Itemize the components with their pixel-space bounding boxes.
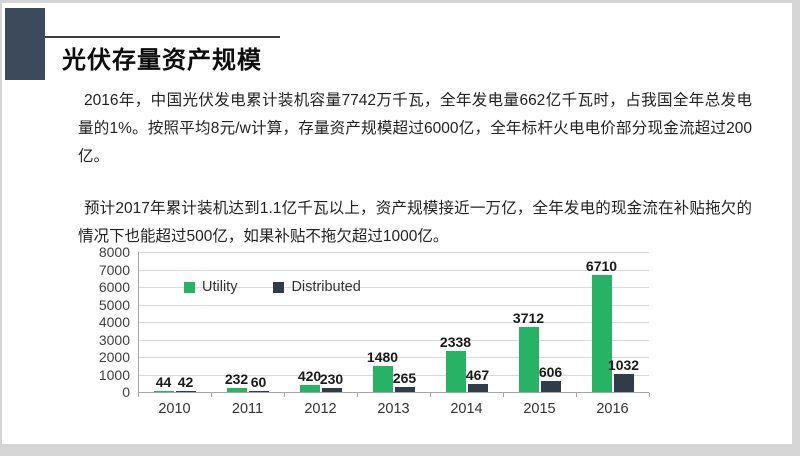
x-axis-tick [430,393,431,397]
y-axis-label: 3000 [98,331,130,348]
y-axis-line [138,252,139,396]
x-axis-tick [576,393,577,397]
slide: 光伏存量资产规模 2016年，中国光伏发电累计装机容量7742万千瓦，全年发电量… [2,3,792,444]
title-accent-block [5,8,45,80]
grid-line [138,339,649,341]
grid-line [138,269,649,271]
bar-distributed [540,381,561,392]
x-axis-label: 2012 [304,401,337,417]
y-axis-label: 0 [122,384,130,400]
bar-utility [299,384,320,392]
bar-value-label: 467 [465,366,490,383]
y-axis-label: 5000 [98,296,130,313]
x-axis-label: 2011 [231,401,264,417]
x-axis-tick [649,393,650,397]
x-axis-label: 2016 [596,401,629,417]
bar-value-label: 420 [297,367,322,384]
bar-value-label: 232 [224,370,249,387]
x-axis-label: 2010 [158,401,191,417]
legend-swatch-utility [184,281,195,293]
x-axis-label: 2013 [377,401,410,417]
y-axis-label: 8000 [98,244,130,260]
y-axis-label: 4000 [98,314,130,330]
legend-label: Distributed [291,279,361,295]
bar-value-label: 44 [155,374,172,390]
bar-distributed [175,391,196,392]
bar-value-label: 1480 [366,349,399,366]
y-axis-label: 6000 [98,279,130,295]
grid-line [138,252,649,253]
bar-value-label: 3712 [512,310,545,327]
grid-line [138,357,649,358]
y-axis-label: 1000 [98,366,130,383]
grid-line [138,322,649,323]
bar-distributed [613,373,634,392]
bar-utility [591,274,612,392]
bar-utility [226,387,247,392]
bar-value-label: 2338 [439,334,472,351]
x-axis-label: 2014 [450,401,483,417]
y-axis-label: 7000 [98,261,130,278]
x-axis-tick [284,393,285,397]
paragraph-1: 2016年，中国光伏发电累计装机容量7742万千瓦，全年发电量662亿千瓦时，占… [78,92,752,165]
x-axis-label: 2015 [523,401,556,417]
chart-legend: Utility Distributed [184,280,361,294]
bar-utility [153,391,174,392]
bar-value-label: 60 [250,373,267,390]
x-axis-tick [138,393,139,397]
bar-distributed [394,387,415,392]
bar-value-label: 42 [177,374,194,390]
legend-swatch-distributed [273,281,285,293]
bar-value-label: 6710 [585,257,618,274]
slide-title: 光伏存量资产规模 [62,47,262,74]
legend-item-distributed: Distributed [273,279,361,295]
grid-line [138,304,649,306]
bar-value-label: 1032 [607,356,640,373]
x-axis-tick [211,393,212,397]
bar-distributed [248,390,269,392]
bar-distributed [467,383,488,392]
bar-value-label: 265 [392,370,417,387]
x-axis-tick [357,393,358,397]
paragraph-2: 预计2017年累计装机达到1.1亿千瓦以上，资产规模接近一万亿，全年发电的现金流… [78,200,752,245]
grid-line [138,287,649,288]
bar-utility [518,327,539,392]
bar-distributed [321,387,342,392]
title-underline [45,36,280,38]
x-axis-line [138,392,649,393]
grid-line [138,374,649,376]
bar-value-label: 606 [538,364,563,381]
x-axis-tick [503,393,504,397]
bar-value-label: 230 [319,370,344,387]
legend-label: Utility [202,279,238,295]
legend-item-utility: Utility [184,280,237,294]
y-axis-label: 2000 [98,349,130,365]
bar-utility [372,366,393,392]
bar-utility [445,351,466,392]
